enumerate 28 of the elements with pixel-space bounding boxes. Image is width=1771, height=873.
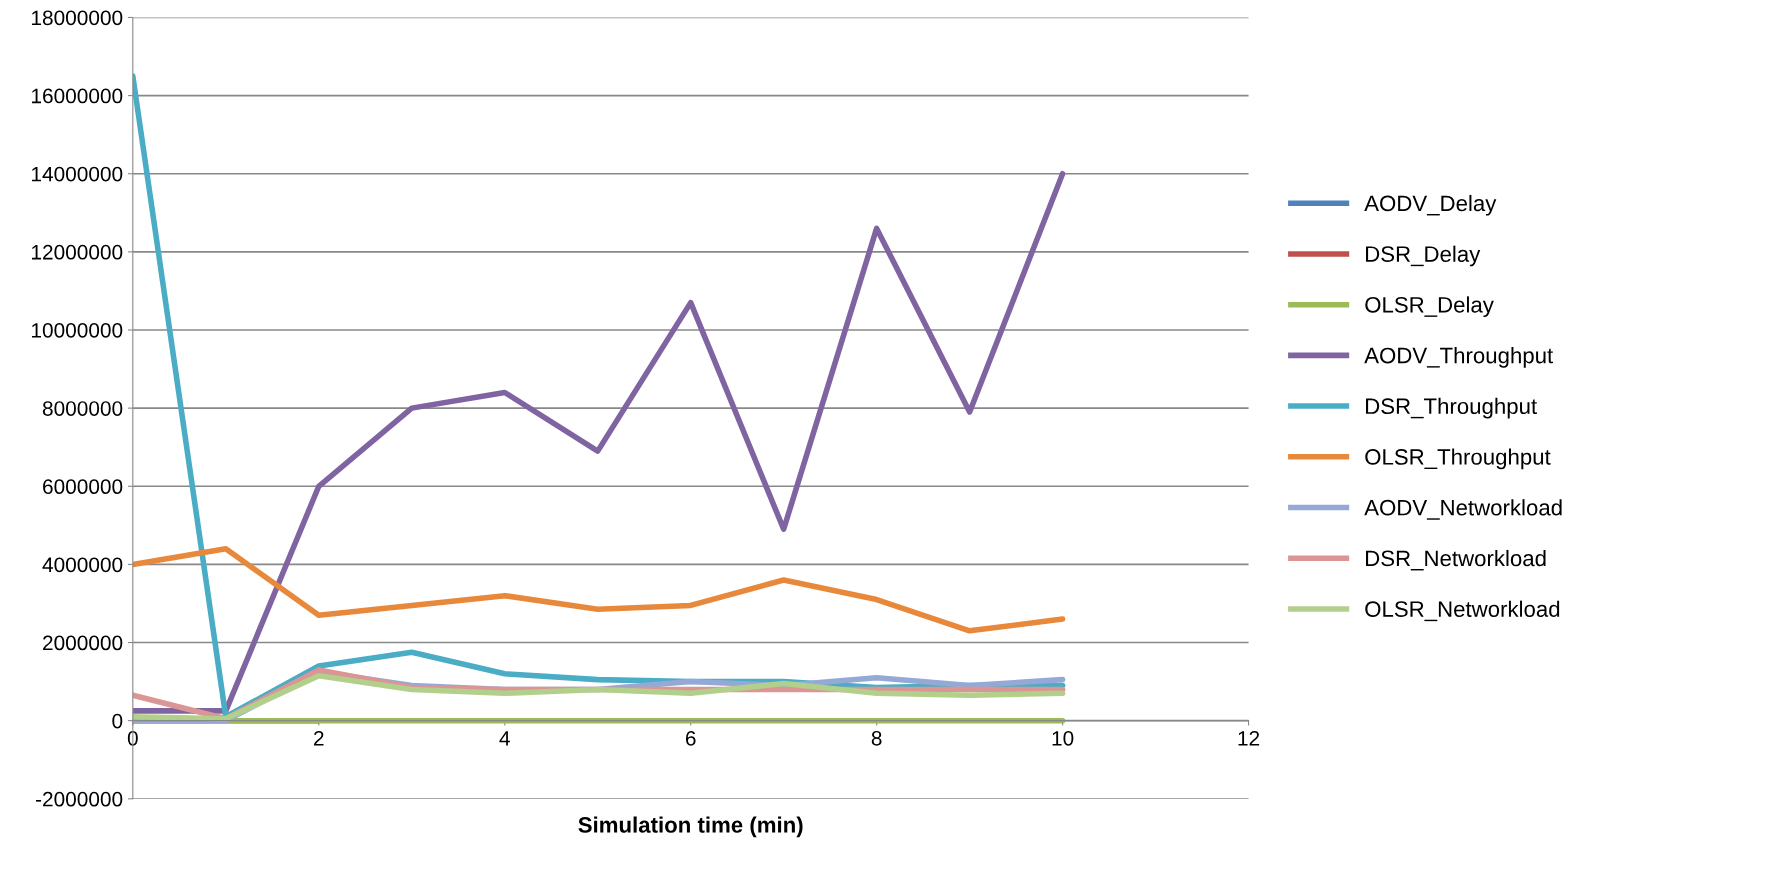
legend-label: DSR_Delay <box>1366 245 1481 267</box>
x-tick-label: 4 <box>499 731 510 746</box>
y-tick-label: 2000000 <box>43 635 123 651</box>
y-tick-label: 8000000 <box>42 401 123 416</box>
legend-label: AODV_Throughput <box>1364 347 1554 368</box>
x-tick-label: 6 <box>685 730 696 746</box>
x-tick-label: 12 <box>1238 730 1260 746</box>
y-tick-label: 6000000 <box>43 479 123 495</box>
legend-label: OLSR_Throughput <box>1365 448 1551 470</box>
legend-label: AODV_Networkload <box>1364 499 1562 520</box>
x-tick-label: 2 <box>314 730 324 746</box>
x-tick-label: 0 <box>127 730 138 746</box>
y-tick-label: 18000000 <box>32 10 123 26</box>
x-tick-label: 10 <box>1052 730 1074 746</box>
legend-label: AODV_Delay <box>1364 194 1497 216</box>
x-tick-label: 8 <box>871 730 882 746</box>
y-tick-label: 16000000 <box>32 88 123 104</box>
legend-label: DSR_Networkload <box>1366 549 1546 571</box>
y-tick-label: 10000000 <box>32 323 123 338</box>
y-tick-label: 12000000 <box>32 244 123 260</box>
x-axis-title: Simulation time (min) <box>578 816 803 838</box>
y-tick-label: -2000000 <box>35 791 123 807</box>
legend-label: DSR_Throughput <box>1366 397 1537 419</box>
legend-label: OLSR_Networkload <box>1365 600 1560 622</box>
legend-label: OLSR_Delay <box>1365 296 1494 318</box>
y-tick-label: 4000000 <box>42 557 123 573</box>
y-tick-label: 14000000 <box>32 166 123 182</box>
y-tick-label: 0 <box>112 713 123 729</box>
